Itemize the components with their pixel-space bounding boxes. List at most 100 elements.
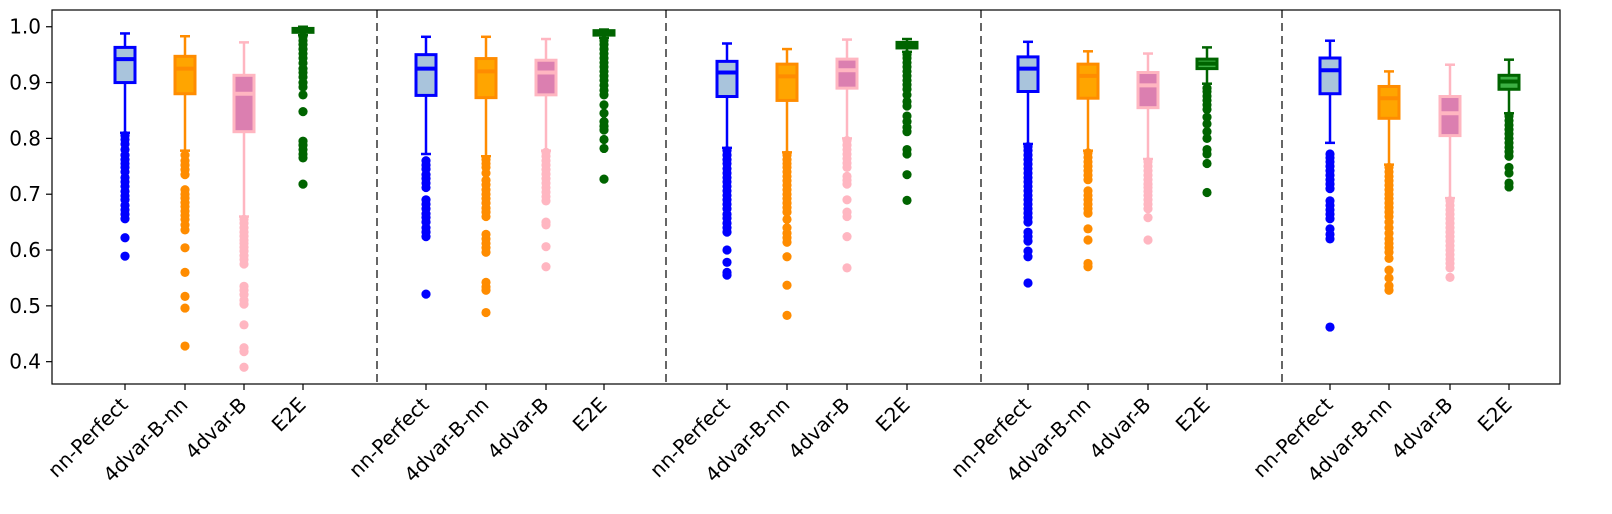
y-tick-label: 1.0 (9, 15, 41, 39)
flier-point (239, 347, 249, 357)
box-iqr (1076, 62, 1100, 100)
flier-point (481, 285, 491, 295)
flier-point (1202, 119, 1212, 129)
x-tick-label: E2E (267, 393, 311, 437)
flier-point (599, 100, 609, 110)
y-tick-label: 0.9 (9, 71, 41, 95)
flier-point (1202, 112, 1212, 122)
flier-point (722, 227, 732, 237)
flier-point (1143, 213, 1153, 223)
flier-point (421, 232, 431, 242)
flier-point (481, 247, 491, 257)
x-tick-label: 4dvar-B (1084, 393, 1155, 464)
x-tick-label: 4dvar-B (1386, 393, 1457, 464)
flier-point (1384, 265, 1394, 275)
flier-point (239, 362, 249, 372)
flier-point (541, 262, 551, 272)
flier-point (298, 82, 308, 92)
flier-point (1325, 214, 1335, 224)
y-tick-label: 0.7 (9, 182, 41, 206)
flier-point (1083, 262, 1093, 272)
flier-point (180, 243, 190, 253)
flier-point (481, 168, 491, 178)
flier-point (421, 182, 431, 193)
flier-point (1023, 236, 1033, 246)
flier-point (1504, 182, 1514, 192)
flier-point (902, 149, 912, 159)
flier-point (180, 341, 190, 351)
flier-point (298, 153, 308, 163)
flier-point (902, 127, 912, 137)
flier-point (1325, 184, 1335, 194)
flier-point (599, 125, 609, 135)
flier-point (298, 90, 308, 100)
flier-point (180, 267, 190, 277)
flier-point (902, 90, 912, 100)
box-iqr (1318, 56, 1342, 96)
flier-point (180, 303, 190, 313)
x-tick-label: E2E (568, 393, 612, 437)
box-iqr (1438, 95, 1462, 138)
flier-point (541, 196, 551, 206)
x-tick-label: E2E (871, 393, 915, 437)
y-tick-label: 0.8 (9, 126, 41, 150)
y-tick-label: 0.6 (9, 238, 41, 262)
flier-point (1202, 149, 1212, 159)
flier-point (120, 214, 130, 224)
flier-point (842, 211, 852, 222)
flier-point (599, 143, 609, 154)
flier-point (599, 90, 609, 100)
flier-point (722, 245, 732, 255)
flier-point (239, 259, 249, 269)
flier-point (902, 170, 912, 180)
flier-point (1325, 234, 1335, 244)
flier-point (599, 174, 609, 184)
flier-point (481, 211, 491, 222)
flier-point (1202, 104, 1212, 114)
y-tick-label: 0.4 (9, 350, 41, 374)
flier-point (1083, 224, 1093, 234)
box-iqr (534, 58, 558, 97)
flier-point (1143, 235, 1153, 245)
y-tick-label: 0.5 (9, 294, 41, 318)
flier-point (1384, 253, 1394, 264)
flier-point (842, 263, 852, 273)
box-iqr (113, 45, 137, 85)
flier-point (298, 179, 308, 189)
x-tick-label: 4dvar-B (482, 393, 553, 464)
flier-point (1083, 208, 1093, 218)
flier-point (541, 242, 551, 252)
flier-point (782, 207, 792, 217)
flier-point (298, 106, 308, 117)
flier-point (1504, 168, 1514, 178)
flier-point (599, 108, 609, 118)
box-iqr (775, 62, 799, 102)
flier-point (180, 170, 190, 180)
x-tick-label: E2E (1473, 393, 1517, 437)
flier-point (541, 220, 551, 230)
flier-point (842, 179, 852, 189)
x-tick-label: 4dvar-B (180, 393, 251, 464)
flier-point (1023, 252, 1033, 262)
flier-point (1023, 278, 1033, 288)
flier-point (120, 233, 130, 243)
plot-frame (51, 9, 1561, 385)
flier-point (180, 291, 190, 301)
flier-point (1023, 217, 1033, 227)
box-iqr (835, 57, 859, 90)
x-tick-label: E2E (1171, 393, 1215, 437)
flier-point (239, 320, 249, 330)
box-iqr (1016, 55, 1040, 93)
flier-point (1384, 273, 1394, 283)
flier-point (842, 195, 852, 205)
flier-point (782, 252, 792, 262)
flier-point (421, 289, 431, 299)
flier-point (722, 270, 732, 280)
flier-point (1202, 187, 1212, 198)
flier-point (1143, 204, 1153, 214)
flier-point (239, 299, 249, 309)
box-iqr (414, 53, 438, 97)
flier-point (782, 310, 792, 320)
